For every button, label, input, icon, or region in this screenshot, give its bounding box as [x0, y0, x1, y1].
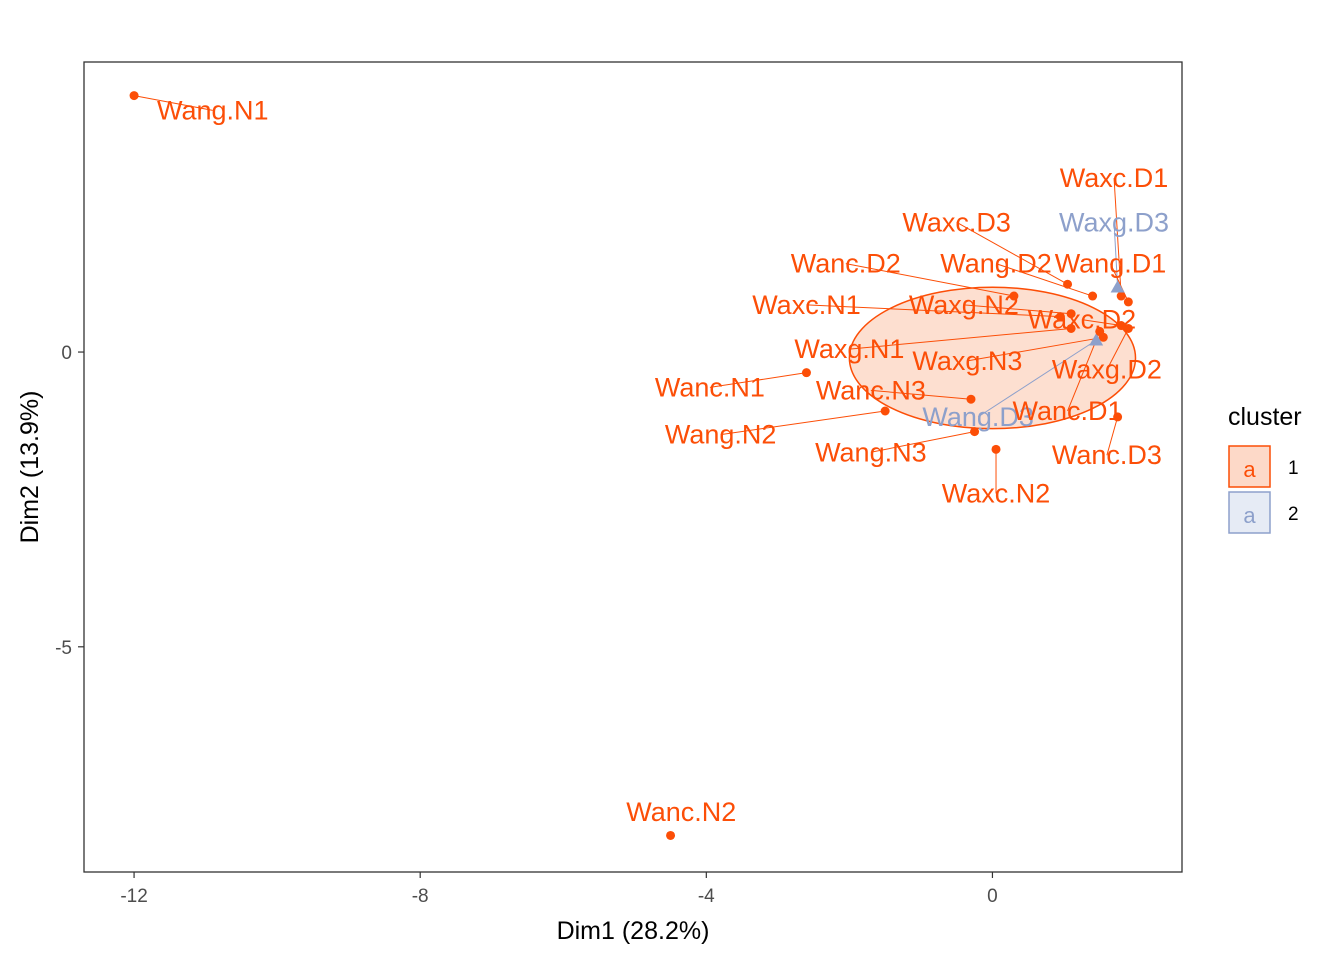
point-waxg-d3 — [1110, 280, 1125, 293]
x-tick-label: -4 — [698, 886, 715, 907]
label-wanc-d3: Wanc.D3 — [1052, 440, 1162, 470]
legend-key-2 — [1228, 491, 1271, 534]
point-wanc-n3 — [966, 394, 976, 404]
point-waxg-n2 — [1066, 309, 1076, 319]
segment-waxc-n1 — [806, 304, 1061, 318]
segment-waxc-d1 — [1113, 178, 1122, 297]
label-wanc-n2: Wanc.N2 — [626, 797, 736, 827]
point-waxg-d2 — [1123, 323, 1133, 333]
cluster-ellipse-layer — [848, 286, 1137, 430]
x-tick-label: -12 — [120, 886, 147, 907]
label-segment-layer — [133, 95, 1129, 494]
label-wanc-d2: Wanc.D2 — [791, 249, 901, 279]
point-wanc-d1 — [1095, 326, 1105, 336]
y-tick-label: -5 — [55, 638, 72, 659]
segment-waxg-d2 — [1106, 328, 1129, 370]
point-wang-n1 — [129, 91, 139, 101]
point-wang-d2 — [1088, 291, 1098, 301]
point-waxg-n1 — [1066, 323, 1076, 333]
label-wang-n1: Wang.N1 — [157, 95, 269, 125]
label-waxg-n1: Waxg.N1 — [794, 334, 904, 364]
legend-entry-1: a 1 — [1228, 445, 1299, 488]
legend-label-2: 2 — [1288, 504, 1299, 525]
point-wang-d1 — [1123, 297, 1133, 307]
label-waxg-n3: Waxg.N3 — [912, 346, 1022, 376]
point-wang-n3 — [970, 427, 980, 437]
label-wanc-d1: Wanc.D1 — [1013, 396, 1123, 426]
axis-tick-layer: -12 -8 -4 0 -5 0 — [55, 343, 998, 907]
segment-wanc-n1 — [709, 372, 807, 388]
x-tick-label: -8 — [412, 886, 429, 907]
segment-waxg-n3 — [967, 336, 1104, 362]
point-waxc-d2 — [1116, 321, 1126, 331]
label-wang-d3: Wang.D3 — [922, 402, 1034, 432]
legend: cluster a 1 a 2 — [1228, 403, 1302, 534]
segment-wang-d2 — [995, 263, 1093, 297]
label-wang-n2: Wang.N2 — [665, 420, 777, 450]
segment-waxc-d3 — [956, 221, 1068, 285]
legend-title: cluster — [1228, 403, 1302, 431]
segment-waxg-n1 — [849, 327, 1072, 350]
x-axis-title: Dim1 (28.2%) — [557, 917, 710, 945]
label-waxg-d2: Waxg.D2 — [1052, 355, 1162, 385]
point-wanc-d2 — [1009, 291, 1019, 301]
legend-label-1: 1 — [1288, 458, 1299, 479]
label-waxc-d1: Waxc.D1 — [1060, 163, 1169, 193]
point-waxc-d1 — [1116, 291, 1126, 301]
data-point-layer — [129, 91, 1133, 840]
legend-glyph-1: a — [1243, 457, 1256, 482]
label-waxc-n2: Waxc.N2 — [942, 479, 1051, 509]
segment-wang-n2 — [720, 410, 886, 436]
segment-waxg-d3 — [1113, 222, 1119, 288]
label-waxc-d3: Waxc.D3 — [902, 207, 1011, 237]
label-wanc-n3: Wanc.N3 — [816, 375, 926, 405]
x-tick-label: 0 — [987, 886, 998, 907]
segment-waxg-n2 — [963, 304, 1072, 315]
label-wang-d2: Wang.D2 — [940, 249, 1052, 279]
legend-glyph-2: a — [1243, 503, 1256, 528]
label-wang-n3: Wang.N3 — [815, 437, 927, 467]
label-waxc-n1: Waxc.N1 — [752, 290, 861, 320]
plot-panel — [83, 61, 1183, 873]
segment-wang-n3 — [870, 431, 975, 453]
cluster-1-ellipse — [848, 286, 1137, 430]
point-waxc-n2 — [991, 444, 1001, 454]
point-wanc-d3 — [1113, 412, 1123, 422]
segment-wang-d3 — [977, 339, 1097, 418]
label-wang-d1: Wang.D1 — [1055, 249, 1167, 279]
label-waxc-d2: Waxc.D2 — [1028, 305, 1137, 335]
label-waxg-n2: Waxg.N2 — [909, 290, 1019, 320]
point-wanc-n1 — [801, 368, 811, 378]
segment-waxc-d2 — [1081, 319, 1122, 327]
y-tick-label: 0 — [61, 343, 72, 364]
point-wanc-n2 — [666, 830, 676, 840]
segment-wanc-d3 — [1106, 416, 1119, 456]
segment-wanc-d2 — [845, 263, 1014, 297]
label-waxg-d3: Waxg.D3 — [1059, 207, 1169, 237]
y-axis-title: Dim2 (13.9%) — [16, 391, 44, 544]
segment-wanc-n3 — [870, 389, 972, 400]
point-wang-d3 — [1089, 333, 1104, 346]
data-label-layer: Wang.N1Wanc.N2Wanc.N1Wang.N2Wanc.N3Wang.… — [157, 95, 1169, 827]
point-waxc-d3 — [1063, 279, 1073, 289]
legend-key-1 — [1228, 445, 1271, 488]
segment-wang-n1 — [133, 95, 213, 111]
label-wanc-n1: Wanc.N1 — [655, 372, 765, 402]
legend-entry-2: a 2 — [1228, 491, 1299, 534]
point-waxc-n1 — [1055, 312, 1065, 322]
point-wang-n2 — [880, 406, 890, 416]
